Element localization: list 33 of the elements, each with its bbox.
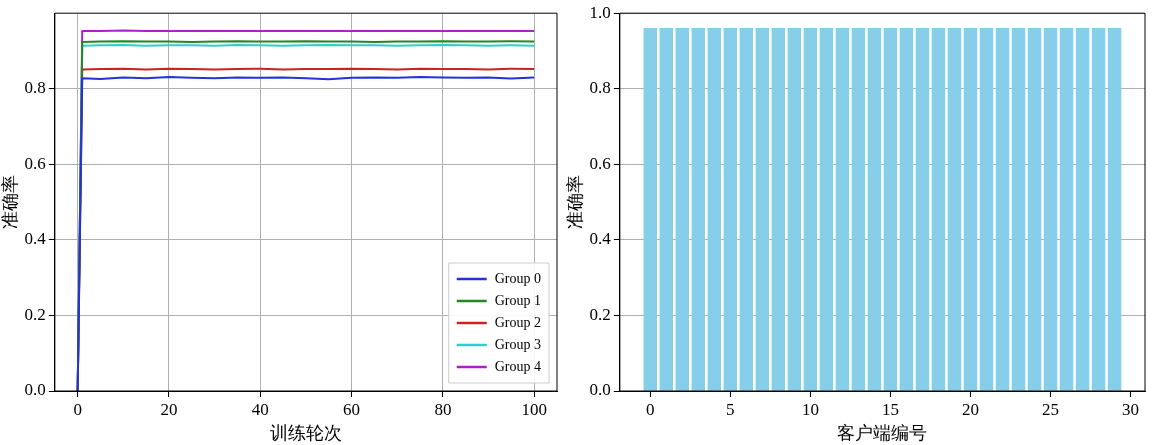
x-tick-label: 10 <box>801 399 819 419</box>
legend-label: Group 3 <box>494 336 542 352</box>
y-axis-title: 准确率 <box>564 175 585 230</box>
y-tick-label: 0.8 <box>589 78 611 98</box>
y-tick-label: 0.2 <box>24 304 46 324</box>
x-tick-label: 5 <box>726 399 735 419</box>
legend-label: Group 2 <box>494 314 542 330</box>
y-tick-label: 0.2 <box>589 304 611 324</box>
x-tick-label: 100 <box>521 399 547 419</box>
legend-label: Group 4 <box>494 358 542 374</box>
x-tick-label: 30 <box>1122 399 1140 419</box>
x-tick-label: 0 <box>73 399 82 419</box>
x-tick-label: 40 <box>251 399 269 419</box>
x-axis-title: 训练轮次 <box>269 422 342 443</box>
y-tick-label: 0.4 <box>24 229 47 249</box>
y-tick-label: 1.0 <box>589 2 611 22</box>
y-tick-label: 0.6 <box>24 153 46 173</box>
x-axis-title: 客户端编号 <box>837 422 928 443</box>
x-tick-label: 0 <box>646 399 655 419</box>
y-tick-label: 0.4 <box>589 229 612 249</box>
x-tick-label: 20 <box>961 399 979 419</box>
x-tick-label: 25 <box>1042 399 1060 419</box>
legend-label: Group 0 <box>494 270 542 286</box>
y-tick-label: 0.0 <box>589 380 611 400</box>
y-tick-label: 0.0 <box>24 380 46 400</box>
y-tick-label: 0.8 <box>24 78 46 98</box>
y-axis-title: 准确率 <box>0 175 20 230</box>
x-tick-label: 80 <box>434 399 452 419</box>
x-tick-label: 20 <box>160 399 178 419</box>
y-tick-label: 0.6 <box>589 153 611 173</box>
x-tick-label: 15 <box>881 399 899 419</box>
x-tick-label: 60 <box>343 399 361 419</box>
legend-label: Group 1 <box>494 292 542 308</box>
